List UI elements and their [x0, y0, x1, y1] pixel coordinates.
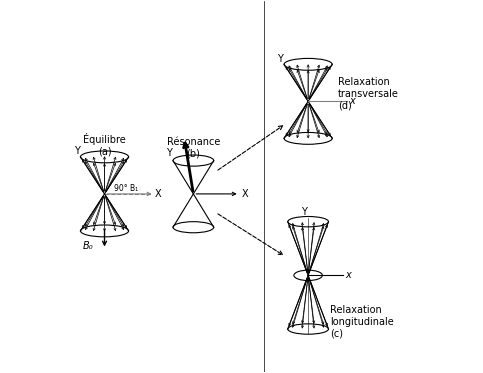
- Text: B₀: B₀: [83, 241, 93, 251]
- Text: Y: Y: [166, 148, 172, 158]
- Text: Relaxation
longitudinale
(c): Relaxation longitudinale (c): [330, 305, 394, 338]
- Text: X: X: [242, 189, 248, 199]
- Text: Équilibre
(a): Équilibre (a): [83, 133, 126, 156]
- Text: Y: Y: [301, 207, 307, 217]
- Text: Relaxation
transversale
(d): Relaxation transversale (d): [338, 77, 398, 110]
- Text: Résonance
(b): Résonance (b): [167, 137, 220, 158]
- Text: x: x: [345, 270, 351, 280]
- Text: 90° B₁: 90° B₁: [114, 184, 138, 193]
- Text: Y: Y: [277, 54, 284, 64]
- Text: x: x: [349, 96, 355, 106]
- Text: Y: Y: [74, 146, 80, 156]
- Text: X: X: [155, 189, 161, 199]
